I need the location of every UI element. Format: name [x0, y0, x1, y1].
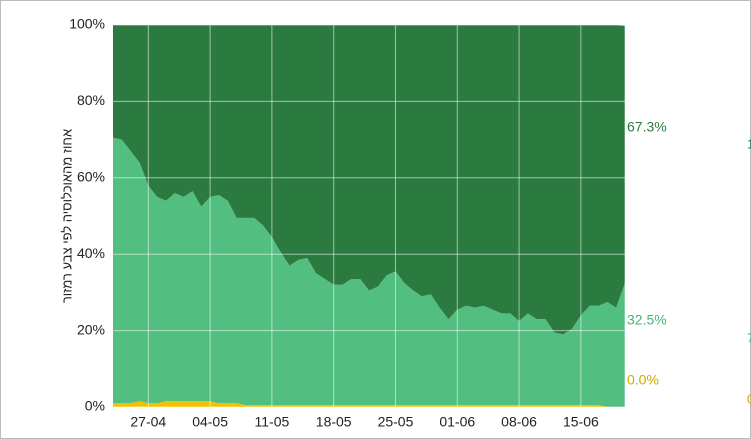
x-tick-label: 08-06 — [501, 414, 537, 430]
x-tick-label: 15-06 — [563, 414, 599, 430]
count-label: כמות איזורים:78 — [747, 330, 751, 345]
x-tick-label: 01-06 — [439, 414, 475, 430]
x-tick-label: 18-05 — [316, 414, 352, 430]
area — [113, 401, 625, 407]
area — [113, 137, 625, 407]
area — [113, 25, 625, 335]
end-value-label: 67.3% — [627, 119, 667, 135]
x-tick-label: 25-05 — [378, 414, 414, 430]
x-tick-label: 27-04 — [130, 414, 166, 430]
y-tick-label: 100% — [69, 16, 105, 32]
x-tick-label: 04-05 — [192, 414, 228, 430]
y-axis-label: אחוז מהאוכלוסיה לפי צבע רמזור — [59, 129, 74, 303]
y-tick-label: 60% — [77, 169, 105, 185]
y-tick-label: 20% — [77, 321, 105, 337]
end-value-label: 32.5% — [627, 312, 667, 328]
y-tick-label: 40% — [77, 245, 105, 261]
y-tick-label: 0% — [85, 398, 105, 414]
x-tick-label: 11-05 — [255, 414, 290, 430]
y-tick-label: 80% — [77, 92, 105, 108]
count-label: כמות איזורים:0 — [747, 391, 751, 406]
count-label: כמות איזורים:1284 — [747, 136, 751, 151]
end-value-label: 0.0% — [627, 372, 659, 388]
